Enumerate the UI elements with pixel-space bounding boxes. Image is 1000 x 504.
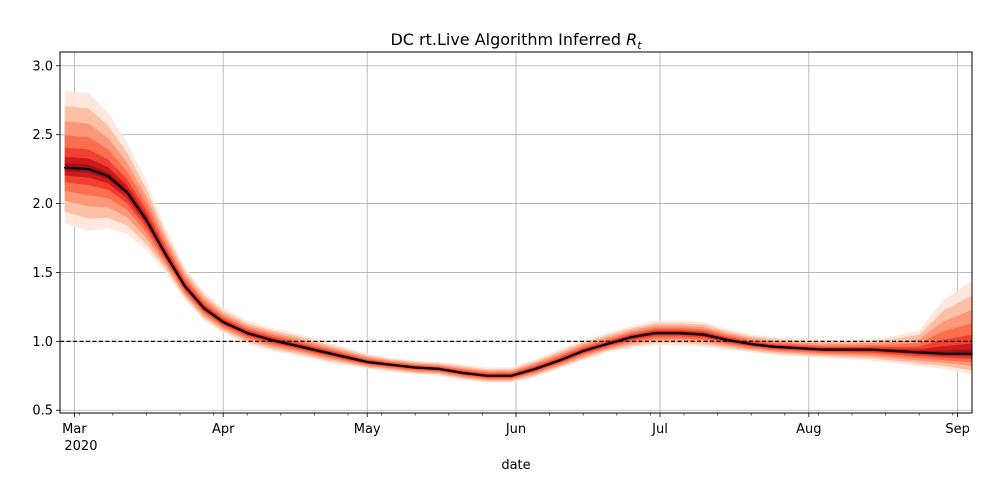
median-point xyxy=(294,344,297,347)
median-point xyxy=(246,332,249,334)
x-tick-label: Aug xyxy=(796,422,821,437)
median-point xyxy=(107,175,109,177)
median-point xyxy=(390,363,393,366)
median-point xyxy=(462,372,465,374)
median-point xyxy=(126,191,129,194)
y-tick-label: 0.5 xyxy=(32,404,53,419)
median-point xyxy=(582,350,585,352)
median-point xyxy=(678,332,681,334)
x-tick-label: Sep xyxy=(945,422,970,437)
y-tick-label: 1.0 xyxy=(32,335,53,350)
median-point xyxy=(164,253,167,256)
x-axis: Mar 2020 Apr May Jun Jul Aug Sep xyxy=(62,413,970,454)
median-point xyxy=(798,347,801,350)
median-point xyxy=(750,343,753,346)
median-point xyxy=(702,333,705,336)
median-point xyxy=(726,339,729,341)
median-point xyxy=(270,339,273,341)
median-point xyxy=(318,350,321,352)
x-tick-label: Jun xyxy=(505,422,526,437)
median-point xyxy=(918,351,921,354)
y-tick-label: 1.5 xyxy=(32,266,53,281)
x-tick-label: Jul xyxy=(651,422,668,437)
median-point xyxy=(822,348,825,351)
median-point xyxy=(846,348,849,351)
chart-title: DC rt.Live Algorithm Inferred Rt xyxy=(390,30,642,52)
median-point xyxy=(414,366,417,369)
median-line-group xyxy=(63,166,973,377)
median-point xyxy=(63,166,66,169)
x-tick-sublabel: 2020 xyxy=(64,439,97,454)
median-point xyxy=(774,345,777,348)
credible-band xyxy=(64,135,973,379)
median-point xyxy=(606,343,609,346)
chart-title-text: DC rt.Live Algorithm Inferred xyxy=(390,30,626,49)
median-point xyxy=(87,168,90,171)
x-tick-label: Mar xyxy=(62,422,87,437)
median-point xyxy=(558,359,561,362)
y-axis: 0.5 1.0 1.5 2.0 2.5 3.0 xyxy=(32,59,60,419)
x-axis-label: date xyxy=(501,458,530,473)
median-point xyxy=(534,368,537,370)
chart-title-subscript: t xyxy=(637,39,642,52)
median-point xyxy=(342,355,345,358)
median-point xyxy=(942,352,945,355)
median-point xyxy=(203,307,205,310)
median-point xyxy=(366,361,369,363)
x-tick-label: Apr xyxy=(212,422,235,437)
median-point xyxy=(222,321,225,323)
median-point xyxy=(510,374,513,377)
median-point xyxy=(870,348,873,351)
median-point xyxy=(145,219,148,221)
median-point xyxy=(894,350,897,352)
median-line xyxy=(64,166,972,377)
x-tick-label: May xyxy=(354,422,381,437)
y-tick-label: 3.0 xyxy=(32,59,53,74)
median-point xyxy=(630,336,633,339)
chart-title-symbol: R xyxy=(626,30,637,49)
y-tick-label: 2.5 xyxy=(32,128,53,143)
median-point xyxy=(183,285,186,288)
median-point xyxy=(654,332,657,334)
y-tick-label: 2.0 xyxy=(32,197,53,212)
grid xyxy=(60,52,972,413)
median-point xyxy=(438,368,441,370)
credible-interval-bands xyxy=(64,90,973,383)
median-point xyxy=(486,374,489,377)
